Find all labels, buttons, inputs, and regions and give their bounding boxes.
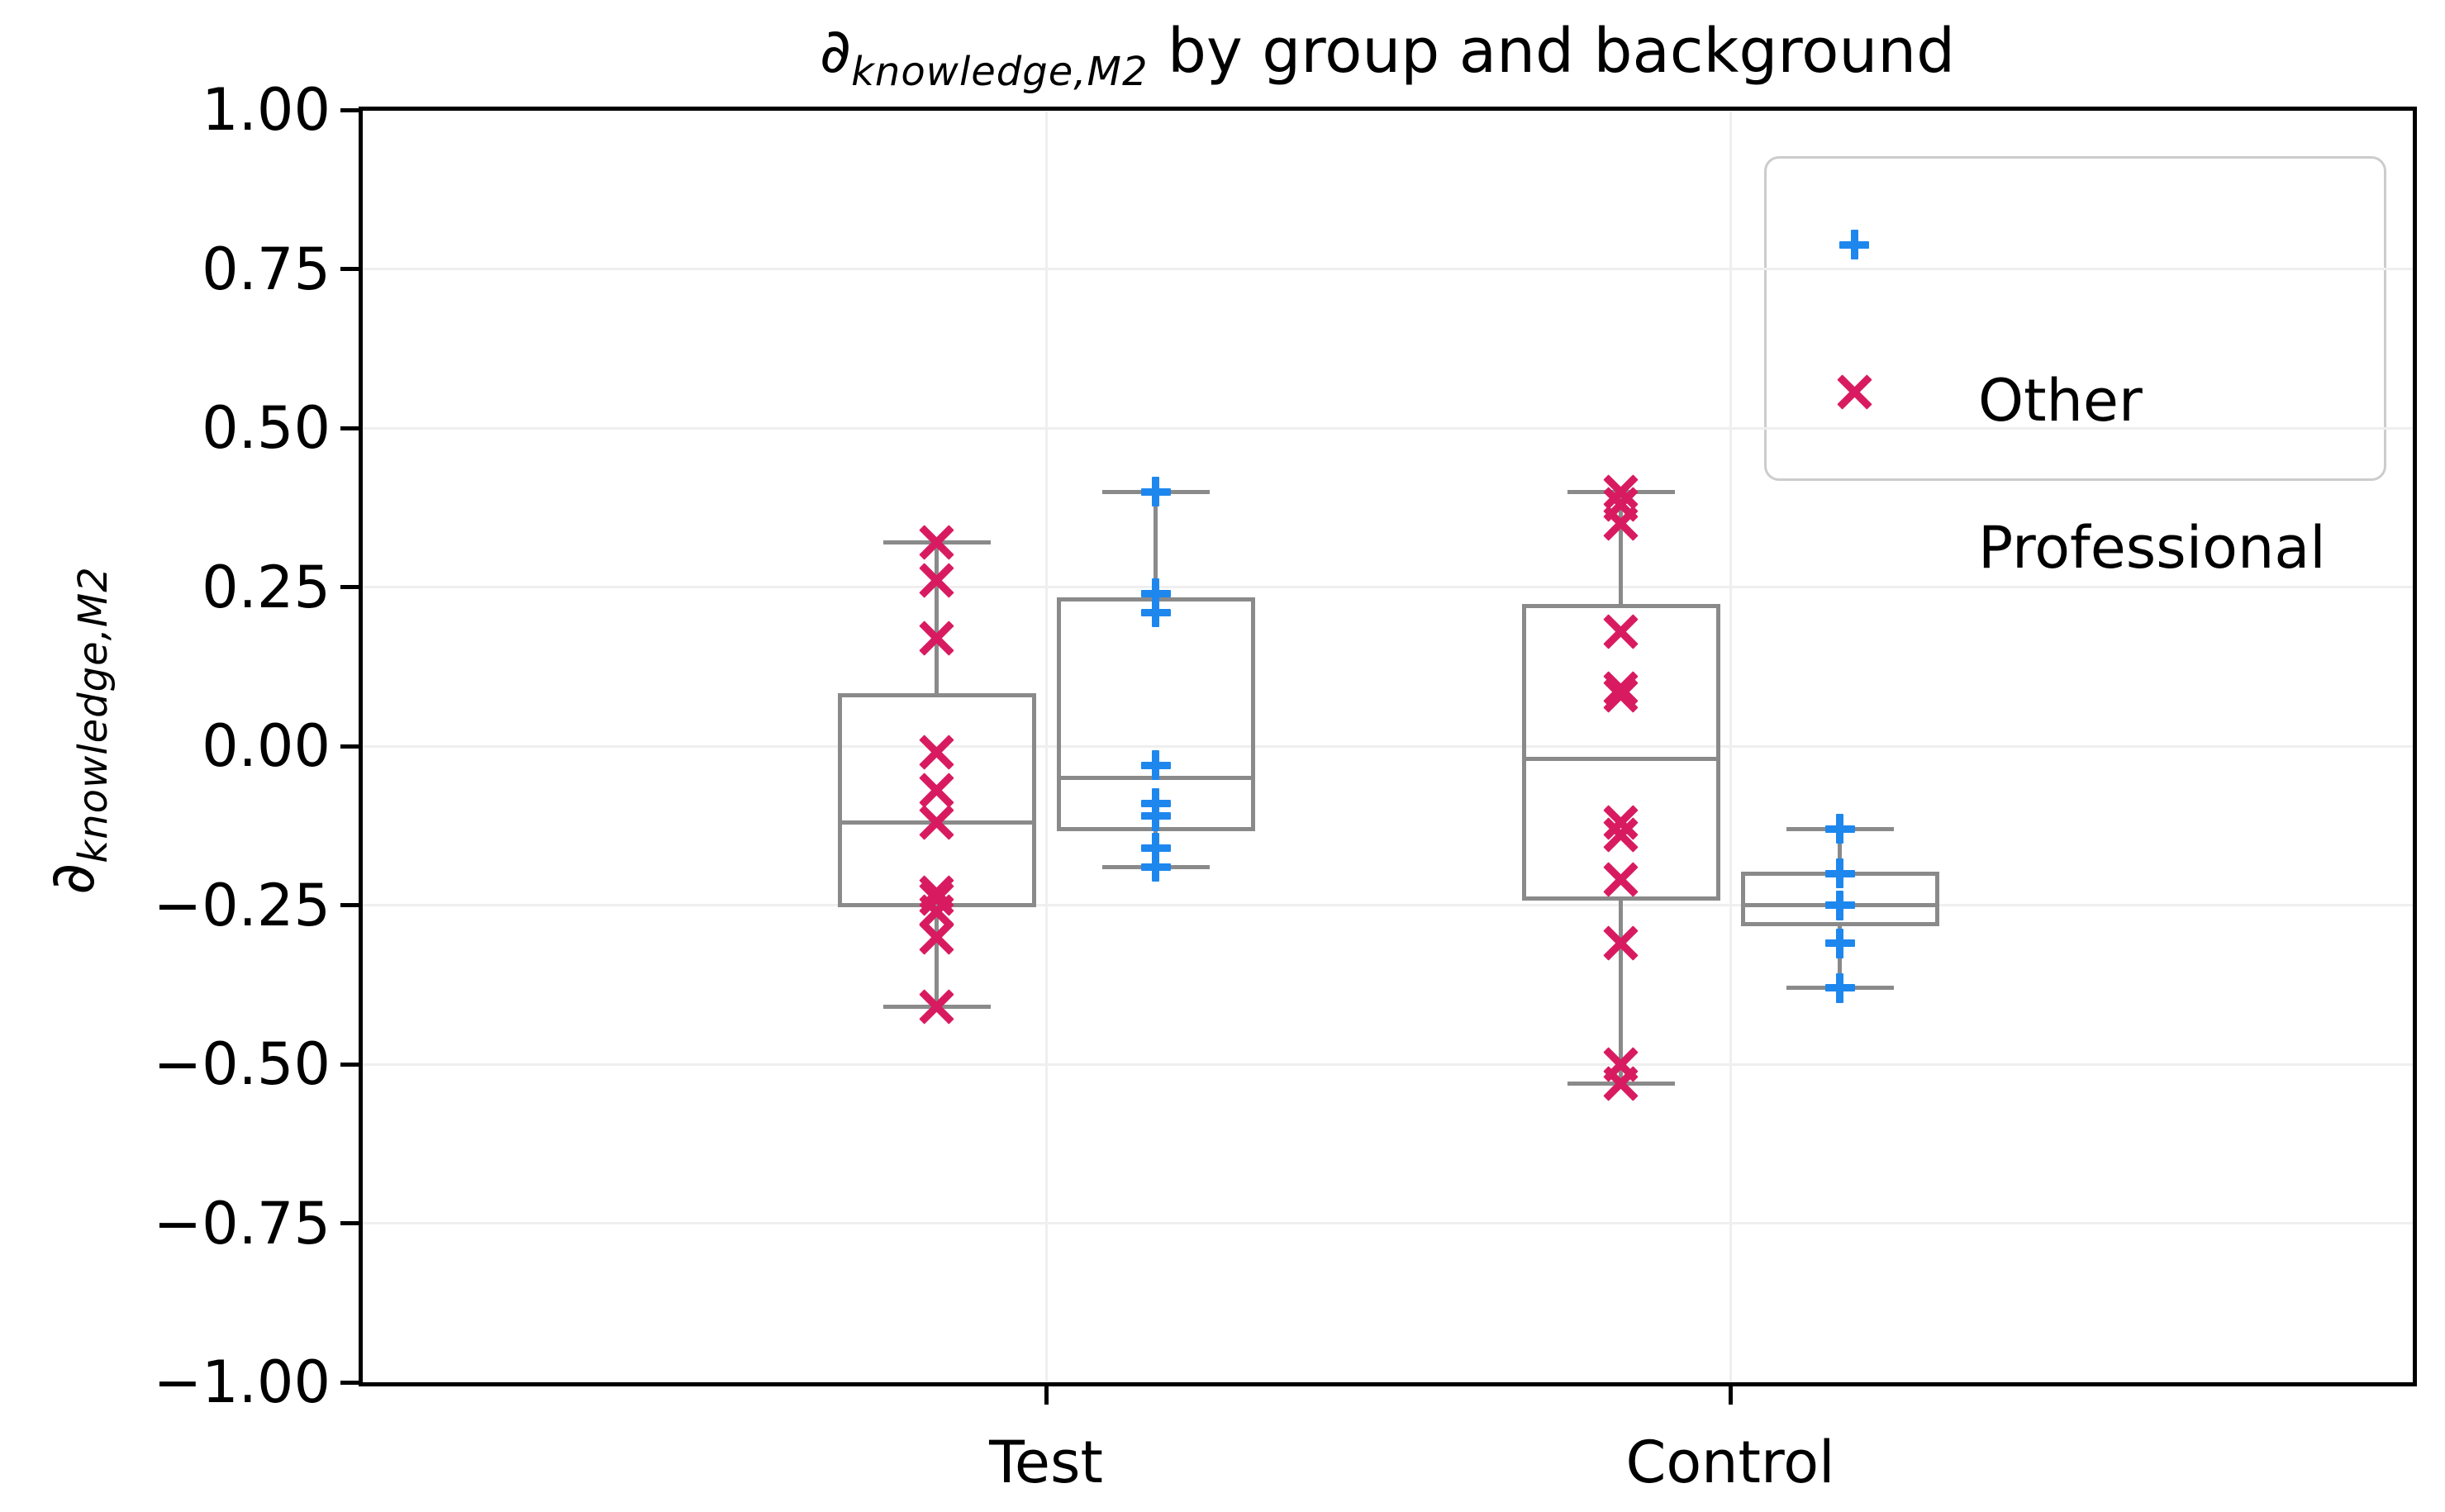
marker-bar [1152, 578, 1159, 609]
plus-marker-icon [1140, 750, 1171, 781]
gridline-horizontal [362, 426, 2413, 430]
plus-marker-icon [1140, 477, 1171, 506]
spine-right [2413, 107, 2417, 1386]
marker-bar [1836, 890, 1843, 920]
marker-bar [1850, 230, 1858, 259]
y-tick-label: 1.00 [202, 76, 331, 144]
plus-marker-icon [1824, 814, 1855, 844]
whisker-upper-test-professional [935, 542, 939, 696]
y-tick [340, 1221, 359, 1225]
x-marker-icon [906, 977, 966, 1037]
whisker-upper-control-other [1838, 829, 1842, 873]
spine-top [359, 107, 2417, 111]
y-tick-label: −1.00 [153, 1348, 331, 1416]
plus-marker-icon [1140, 801, 1171, 831]
marker-bar [1152, 801, 1159, 831]
whisker-upper-test-other [1154, 492, 1158, 600]
y-tick [340, 426, 359, 430]
y-tick [340, 903, 359, 907]
legend: Other Professional [1764, 156, 2386, 582]
marker-bar [1836, 972, 1843, 1003]
gridline-horizontal [362, 586, 2413, 588]
spine-left [359, 107, 363, 1386]
y-tick-label: 0.75 [202, 235, 331, 303]
marker-bar [1152, 597, 1159, 628]
marker-bar [1836, 928, 1843, 958]
y-tick-label: −0.25 [153, 871, 331, 939]
gridline-horizontal [362, 904, 2413, 906]
plus-marker-icon [1824, 890, 1855, 920]
marker-bar [1152, 852, 1159, 882]
gridline-vertical [1729, 110, 1732, 1382]
y-tick [340, 267, 359, 271]
gridline-horizontal [362, 268, 2413, 270]
box-control-professional [1521, 604, 1720, 901]
marker-bar [1152, 477, 1159, 506]
y-tick-label: −0.50 [153, 1030, 331, 1098]
x-tick [1728, 1386, 1733, 1405]
plus-marker-icon [1839, 230, 1869, 259]
marker-bar [1152, 750, 1159, 781]
title-partial-symbol: ∂ [819, 16, 852, 87]
gridline-horizontal [362, 1222, 2413, 1224]
x-marker-icon [906, 551, 966, 611]
y-tick [340, 107, 359, 112]
spine-bottom [359, 1382, 2417, 1386]
gridline-horizontal [362, 1063, 2413, 1066]
y-tick-label: −0.75 [153, 1189, 331, 1258]
x-tick-label-control: Control [1625, 1429, 1835, 1496]
y-tick-label: 0.25 [202, 553, 331, 621]
x-tick [1044, 1386, 1049, 1405]
marker-bar [1836, 814, 1843, 844]
plus-marker-icon [1140, 597, 1171, 628]
y-tick-label: 0.50 [202, 394, 331, 462]
whisker-lower-test-professional [935, 905, 939, 1007]
title-rest: by group and background [1148, 16, 1956, 87]
y-tick [340, 585, 359, 589]
x-marker-icon [906, 608, 966, 668]
plus-marker-icon [1140, 852, 1171, 882]
gridline-horizontal [362, 744, 2413, 748]
x-tick-label-test: Test [989, 1429, 1103, 1496]
whisker-upper-control-professional [1619, 492, 1623, 606]
plus-marker-icon [1824, 972, 1855, 1003]
legend-label-professional: Professional [1978, 514, 2326, 582]
median-line-control-professional [1521, 756, 1720, 761]
plus-marker-icon [1140, 578, 1171, 609]
y-tick [340, 1062, 359, 1067]
marker-bar [1152, 833, 1159, 863]
plus-marker-icon [1824, 928, 1855, 958]
x-marker-icon [1824, 362, 1884, 421]
title-subscript: knowledge,M2 [851, 49, 1149, 95]
y-tick [340, 744, 359, 749]
y-tick-label: 0.00 [202, 712, 331, 780]
y-tick [340, 1380, 359, 1385]
plus-marker-icon [1140, 833, 1171, 863]
plus-marker-icon [1824, 858, 1855, 888]
x-marker-icon [1591, 914, 1650, 973]
legend-label-other: Other [1978, 367, 2143, 435]
gridline-vertical [1044, 110, 1048, 1382]
whisker-lower-control-professional [1619, 898, 1623, 1084]
marker-bar [1836, 858, 1843, 888]
chart-title: ∂knowledge,M2 by group and background [362, 12, 2413, 112]
